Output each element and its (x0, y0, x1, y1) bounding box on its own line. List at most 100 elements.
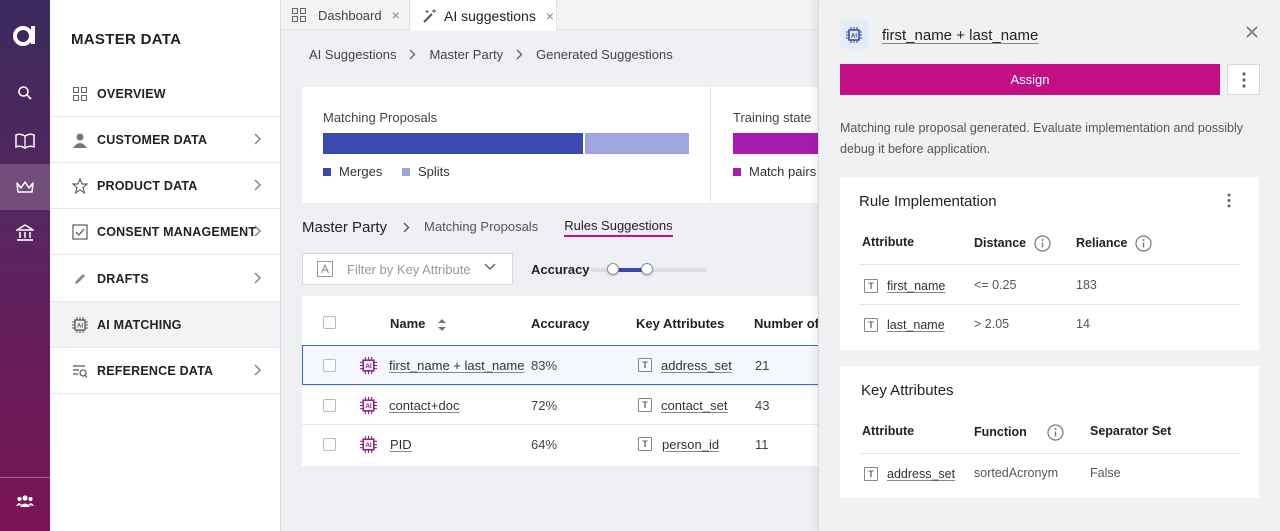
section-heading[interactable]: Master Party (302, 219, 388, 236)
divider (859, 264, 1240, 265)
header-label: Reliance (1076, 235, 1128, 250)
chevron-right-icon (254, 133, 262, 145)
menu-item-ai-matching[interactable]: AI AI MATCHING (50, 302, 280, 348)
menu-item-overview[interactable]: OVERVIEW (50, 71, 280, 117)
svg-text:AI: AI (365, 403, 372, 410)
accuracy-value: 72% (531, 398, 558, 413)
chevron-right-icon (516, 49, 523, 60)
rail-users[interactable] (0, 478, 50, 524)
chevron-right-icon (403, 222, 410, 233)
grid-icon (292, 8, 306, 22)
tab-dashboard[interactable]: Dashboard × (281, 0, 410, 30)
menu-item-drafts[interactable]: DRAFTS (50, 256, 280, 302)
menu-item-label: CONSENT MANAGEMENT (97, 224, 257, 239)
menu-item-product-data[interactable]: PRODUCT DATA (50, 163, 280, 209)
attribute-link[interactable]: last_name (887, 318, 945, 332)
breadcrumb-item[interactable]: Generated Suggestions (536, 47, 673, 62)
sort-icon[interactable] (437, 318, 447, 332)
header-label: Distance (974, 235, 1027, 250)
rules-table: Name Accuracy Key Attributes Number of A… (302, 296, 822, 466)
panel-title[interactable]: first_name + last_name (882, 27, 1039, 44)
row-checkbox[interactable] (323, 359, 336, 372)
ai-chip-icon: AI (840, 21, 868, 49)
ai-chip-icon: AI (71, 316, 89, 334)
key-attribute-link[interactable]: address_set (661, 358, 732, 373)
table-row[interactable]: AI contact+doc 72% T contact_set 43 (302, 385, 822, 424)
header-distance: Distance (974, 235, 1051, 252)
more-vertical-icon[interactable] (1227, 193, 1231, 208)
text-type-icon: T (638, 398, 652, 412)
rule-name-link[interactable]: PID (390, 437, 412, 452)
breadcrumb-item[interactable]: Master Party (429, 47, 504, 62)
more-options-button[interactable] (1227, 64, 1260, 95)
table-row[interactable]: AI PID 64% T person_id 11 (302, 424, 822, 463)
row-checkbox[interactable] (323, 399, 336, 412)
tab-label: AI suggestions (444, 7, 536, 24)
rail-reference[interactable] (0, 210, 50, 256)
close-icon[interactable]: × (391, 7, 400, 23)
rail-search[interactable] (0, 70, 50, 116)
assign-button[interactable]: Assign (840, 64, 1220, 95)
info-icon[interactable] (1034, 235, 1051, 252)
menu-item-customer-data[interactable]: CUSTOMER DATA (50, 117, 280, 163)
text-type-icon: T (864, 467, 878, 481)
legend-swatch (733, 167, 741, 176)
column-header-number[interactable]: Number of (754, 316, 819, 331)
accuracy-label: Accuracy (531, 262, 590, 277)
close-icon[interactable]: × (545, 7, 555, 24)
column-header-name[interactable]: Name (390, 316, 447, 332)
legend-match-pairs: Match pairs (733, 164, 816, 179)
svg-text:AI: AI (77, 323, 83, 329)
number-value: 21 (755, 358, 770, 373)
accuracy-value: 83% (531, 358, 558, 373)
menu-item-label: DRAFTS (97, 271, 149, 286)
checkbox-icon (71, 223, 89, 241)
detail-panel: AI first_name + last_name Assign Matchin… (818, 0, 1280, 531)
accuracy-value: 64% (531, 437, 558, 452)
chevron-right-icon (254, 225, 262, 237)
reference-icon (71, 362, 89, 380)
column-header-key-attributes[interactable]: Key Attributes (636, 316, 725, 331)
panel-description: Matching rule proposal generated. Evalua… (840, 121, 1244, 156)
separator-value: False (1090, 466, 1121, 480)
text-type-icon: T (638, 358, 652, 372)
info-icon[interactable] (1135, 235, 1153, 252)
close-icon[interactable] (1246, 26, 1258, 38)
key-attribute-link[interactable]: person_id (662, 437, 720, 452)
chevron-right-icon (409, 49, 416, 60)
slider-max-handle[interactable] (641, 263, 653, 275)
legend-swatch (402, 167, 410, 176)
info-icon[interactable] (1047, 424, 1064, 441)
menu-item-label: PRODUCT DATA (97, 178, 198, 193)
tab-label: Dashboard (318, 7, 382, 23)
column-header-accuracy[interactable]: Accuracy (531, 316, 590, 331)
search-icon (18, 86, 32, 100)
menu-item-reference-data[interactable]: REFERENCE DATA (50, 348, 280, 394)
key-attribute-link[interactable]: contact_set (661, 398, 728, 413)
rail-master-data[interactable] (0, 164, 50, 210)
tab-rules-suggestions[interactable]: Rules Suggestions (564, 218, 673, 237)
rail-book[interactable] (0, 118, 50, 164)
attribute-link[interactable]: first_name (887, 279, 946, 293)
match-pairs-bar (733, 133, 822, 154)
rail-divider (0, 477, 50, 478)
row-checkbox[interactable] (323, 438, 336, 451)
select-all-checkbox[interactable] (323, 316, 336, 329)
rule-name-link[interactable]: contact+doc (389, 398, 460, 413)
attribute-link[interactable]: address_set (887, 467, 956, 481)
tab-ai-suggestions[interactable]: AI suggestions × (410, 0, 557, 31)
app-logo[interactable] (10, 20, 40, 50)
side-menu: MASTER DATA OVERVIEW CUSTOMER DATA PRODU… (50, 0, 281, 531)
menu-item-consent-management[interactable]: CONSENT MANAGEMENT (50, 209, 280, 255)
stats-divider (710, 87, 711, 203)
distance-value: <= 0.25 (974, 278, 1017, 292)
tab-matching-proposals[interactable]: Matching Proposals (424, 219, 539, 234)
header-separator-set: Separator Set (1090, 424, 1172, 438)
table-row[interactable]: AI first_name + last_name 83% T address_… (302, 345, 822, 385)
accuracy-slider[interactable] (591, 263, 707, 275)
menu-title: MASTER DATA (71, 31, 182, 48)
slider-min-handle[interactable] (607, 263, 619, 275)
breadcrumb-item[interactable]: AI Suggestions (309, 47, 397, 62)
key-attribute-filter[interactable]: Filter by Key Attribute (302, 253, 513, 285)
rule-name-link[interactable]: first_name + last_name (389, 358, 525, 373)
